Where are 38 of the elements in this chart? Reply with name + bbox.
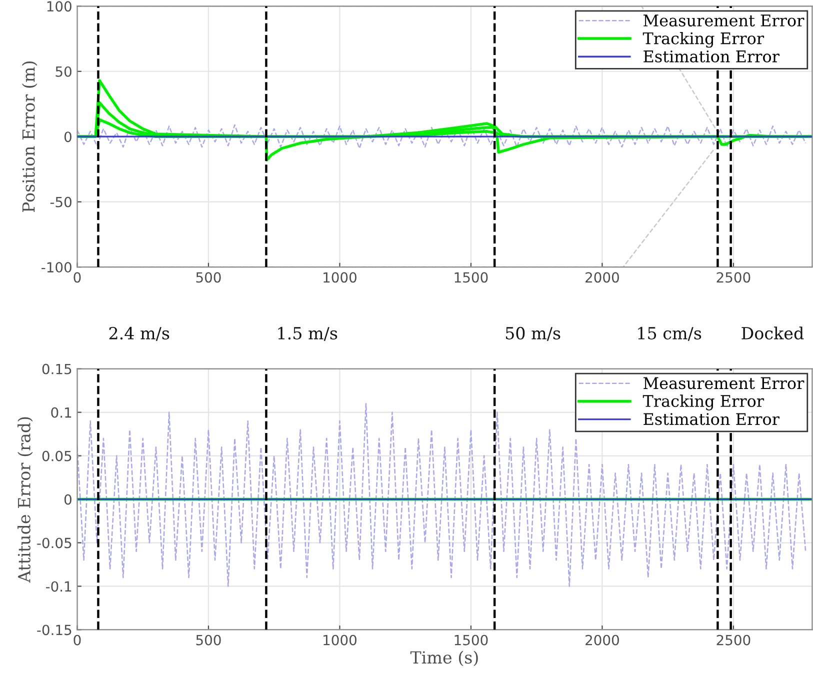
y-tick-label: -50	[50, 196, 72, 208]
x-tick-label: 1000	[324, 272, 356, 283]
x-tick-label: 1500	[454, 272, 488, 283]
legend-label: Estimation Error	[644, 50, 780, 62]
x-tick-label: 0	[74, 272, 81, 283]
legend-label: Tracking Error	[642, 32, 764, 48]
x-tick-label: 2000	[586, 634, 619, 646]
x-tick-label: 500	[196, 634, 221, 646]
x-tick-label: 2500	[716, 634, 750, 646]
x-tick-label: 1500	[454, 634, 488, 646]
y-tick-label: 0.15	[42, 364, 72, 374]
text: 15 cm/s	[638, 326, 702, 341]
y-tick-label: 0	[64, 494, 72, 505]
y-tick-label: 100	[47, 1, 72, 12]
y-tick-label: -0.05	[37, 538, 72, 548]
y-tick-label: 0	[64, 132, 72, 142]
legend-label: Measurement Error	[644, 14, 804, 26]
x-tick-label: 2000	[586, 272, 619, 283]
y-axis-title: Position Error (m)	[22, 62, 38, 212]
x-tick-label: 500	[196, 272, 221, 283]
text: 2.4 m/s	[109, 326, 170, 341]
text: Docked	[742, 326, 804, 340]
x-tick-label: 0	[74, 634, 81, 646]
x-tick-label: 1000	[324, 634, 356, 646]
y-tick-label: -0.1	[46, 581, 72, 592]
y-axis-title: Attitude Error (rad)	[18, 417, 33, 583]
legend-label: Tracking Error	[642, 394, 764, 410]
y-tick-label: 0.1	[51, 407, 72, 418]
text: 1.5 m/s	[278, 326, 338, 341]
y-tick-label: -100	[42, 262, 72, 273]
y-tick-label: -0.15	[37, 624, 72, 636]
y-tick-label: 50	[56, 66, 72, 77]
text: 50 m/s	[506, 326, 560, 341]
legend-label: Estimation Error	[644, 413, 780, 426]
x-axis-title: Time (s)	[410, 650, 478, 666]
x-tick-label: 2500	[716, 272, 750, 283]
legend-label: Measurement Error	[644, 377, 804, 390]
y-tick-label: 0.05	[42, 450, 72, 462]
